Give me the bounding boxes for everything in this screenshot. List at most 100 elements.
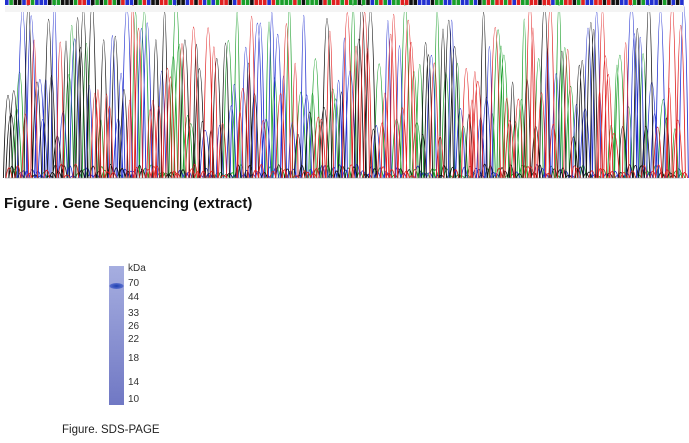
trace: [564, 0, 568, 5]
marker-label: 44: [128, 292, 140, 303]
trace: [271, 0, 276, 5]
trace: [460, 0, 465, 5]
trace: [452, 0, 456, 5]
trace: [211, 0, 215, 5]
trace: [267, 0, 271, 5]
trace: [478, 0, 482, 5]
trace: [65, 0, 69, 5]
trace: [245, 0, 250, 5]
trace: [112, 0, 117, 5]
trace: [39, 0, 43, 5]
trace: [632, 0, 637, 5]
trace: [60, 0, 65, 5]
trace: [138, 0, 142, 5]
trace: [310, 0, 314, 5]
marker-label: 10: [128, 394, 140, 405]
trace: [400, 0, 405, 5]
trace: [52, 0, 56, 5]
trace: [263, 0, 267, 5]
trace: [142, 0, 147, 5]
trace: [194, 0, 198, 5]
trace: [555, 0, 559, 5]
trace: [177, 0, 181, 5]
trace: [241, 0, 246, 5]
trace: [413, 0, 418, 5]
trace: [5, 0, 9, 5]
trace: [95, 0, 99, 5]
trace: [379, 0, 383, 5]
trace: [568, 0, 572, 5]
trace: [254, 0, 258, 5]
marker-label: 33: [128, 308, 140, 319]
trace: [5, 0, 689, 179]
trace: [404, 0, 409, 5]
trace: [443, 0, 448, 5]
marker-label: 26: [128, 321, 140, 332]
trace: [490, 0, 495, 5]
trace: [155, 0, 160, 5]
trace: [202, 0, 207, 5]
trace: [473, 0, 478, 5]
trace: [602, 0, 607, 5]
trace: [237, 0, 241, 5]
trace: [159, 0, 164, 5]
trace: [417, 0, 422, 5]
trace: [121, 0, 125, 5]
trace: [73, 0, 78, 5]
trace: [525, 0, 529, 5]
trace: [637, 0, 641, 5]
trace: [409, 0, 413, 5]
trace: [78, 0, 82, 5]
trace: [349, 0, 353, 5]
trace: [658, 0, 663, 5]
trace: [185, 0, 190, 5]
trace: [650, 0, 654, 5]
trace: [280, 0, 284, 5]
trace: [551, 0, 555, 5]
trace: [615, 0, 620, 5]
trace: [297, 0, 301, 5]
trace: [533, 0, 538, 5]
trace: [645, 0, 650, 5]
trace: [516, 0, 521, 5]
trace: [430, 0, 435, 5]
trace: [366, 0, 370, 5]
trace: [164, 0, 168, 5]
trace: [288, 0, 293, 5]
trace: [108, 0, 112, 5]
trace: [607, 0, 611, 5]
trace: [228, 0, 233, 5]
trace: [611, 0, 615, 5]
trace: [82, 0, 86, 5]
trace: [17, 0, 22, 5]
trace: [559, 0, 564, 5]
trace: [512, 0, 516, 5]
trace: [181, 0, 185, 5]
trace: [168, 0, 172, 5]
trace: [189, 0, 194, 5]
trace: [482, 0, 486, 5]
trace: [374, 0, 379, 5]
trace: [598, 0, 602, 5]
trace: [422, 0, 426, 5]
trace: [508, 0, 512, 5]
trace: [469, 0, 473, 5]
trace: [641, 0, 645, 5]
trace: [56, 0, 61, 5]
marker-label: 70: [128, 278, 140, 289]
trace: [353, 0, 357, 5]
trace: [546, 0, 551, 5]
figure-caption: Figure. SDS-PAGE: [62, 424, 160, 436]
trace: [301, 0, 306, 5]
trace: [220, 0, 224, 5]
trace: [43, 0, 48, 5]
trace: [529, 0, 534, 5]
trace: [486, 0, 491, 5]
trace: [284, 0, 289, 5]
trace: [215, 0, 220, 5]
trace: [172, 0, 177, 5]
trace: [323, 0, 327, 5]
unit-label: kDa: [128, 263, 146, 274]
trace: [447, 0, 452, 5]
trace: [13, 0, 18, 5]
